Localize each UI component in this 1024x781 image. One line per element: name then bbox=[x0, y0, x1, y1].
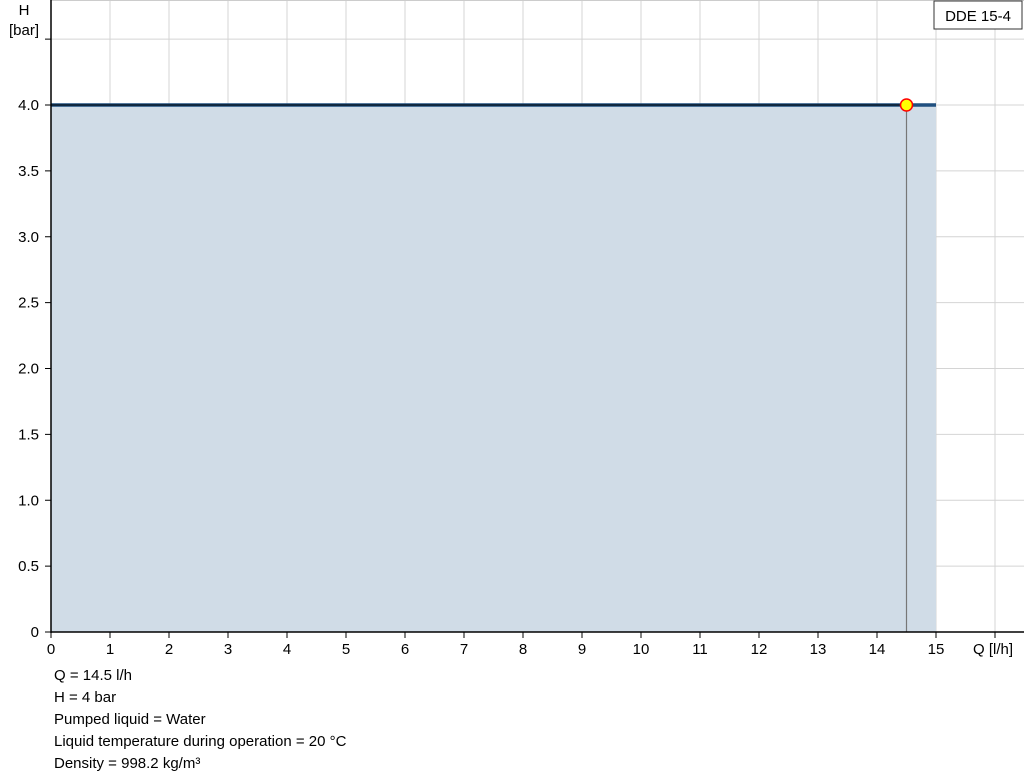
operating-info: Q = 14.5 l/h H = 4 bar Pumped liquid = W… bbox=[54, 665, 346, 775]
x-tick-label: 10 bbox=[633, 641, 650, 658]
x-tick-label: 12 bbox=[751, 641, 768, 658]
x-tick-label: 5 bbox=[342, 641, 350, 658]
legend: DDE 15-4 bbox=[933, 0, 1023, 30]
x-tick-label: 14 bbox=[869, 641, 886, 658]
x-tick-label: 13 bbox=[810, 641, 827, 658]
x-tick-label: 9 bbox=[578, 641, 586, 658]
x-tick-label: 4 bbox=[283, 641, 291, 658]
info-temperature: Liquid temperature during operation = 20… bbox=[54, 733, 347, 750]
x-tick-label: 1 bbox=[106, 641, 114, 658]
y-tick-label: 2.0 bbox=[18, 361, 39, 378]
x-tick-label: 3 bbox=[224, 641, 232, 658]
x-tick-label: 11 bbox=[692, 641, 708, 658]
legend-label: DDE 15-4 bbox=[945, 8, 1011, 25]
y-tick-label: 3.5 bbox=[18, 163, 39, 180]
y-tick-label: 4.0 bbox=[18, 97, 39, 114]
y-tick-label: 0 bbox=[31, 624, 39, 641]
legend-box bbox=[933, 0, 1023, 30]
operating-point-marker bbox=[899, 98, 914, 112]
info-flow: Q = 14.5 l/h bbox=[54, 667, 132, 684]
ticks: 0 1 2 3 4 5 6 7 8 9 10 11 12 13 14 1500.51.01.52.02.53.… bbox=[18, 38, 996, 658]
y-tick-label: 1.0 bbox=[18, 492, 39, 509]
y-axis-label-unit: [bar] bbox=[9, 22, 39, 39]
y-tick-label: 3.0 bbox=[18, 229, 39, 246]
x-tick-label: 8 bbox=[519, 641, 527, 658]
x-axis-label: Q [l/h] bbox=[973, 641, 1013, 658]
info-liquid: Pumped liquid = Water bbox=[54, 711, 206, 728]
y-tick-label: 2.5 bbox=[18, 295, 39, 312]
y-axis-label-h: H bbox=[19, 2, 30, 19]
info-density: Density = 998.2 kg/m³ bbox=[54, 755, 201, 772]
info-head: H = 4 bar bbox=[54, 689, 117, 706]
x-tick-label: 2 bbox=[165, 641, 173, 658]
curve-area bbox=[51, 98, 936, 632]
x-tick-label: 0 bbox=[47, 641, 55, 658]
curve-fill bbox=[51, 105, 936, 632]
x-tick-label: 15 bbox=[928, 641, 945, 658]
y-tick-label: 1.5 bbox=[18, 426, 39, 443]
x-tick-label: 7 bbox=[460, 641, 468, 658]
y-tick-label: 0.5 bbox=[18, 558, 39, 575]
x-tick-label: 6 bbox=[401, 641, 409, 658]
